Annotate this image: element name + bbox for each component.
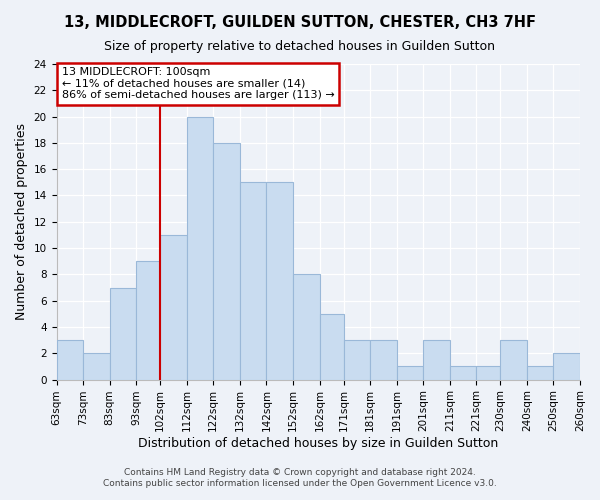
Bar — [214, 143, 240, 380]
Text: Contains HM Land Registry data © Crown copyright and database right 2024.
Contai: Contains HM Land Registry data © Crown c… — [103, 468, 497, 487]
Bar — [553, 354, 580, 380]
Bar — [450, 366, 476, 380]
Text: 13 MIDDLECROFT: 100sqm
← 11% of detached houses are smaller (14)
86% of semi-det: 13 MIDDLECROFT: 100sqm ← 11% of detached… — [62, 67, 335, 100]
Bar — [397, 366, 423, 380]
Bar — [500, 340, 527, 380]
Bar — [423, 340, 450, 380]
Bar — [476, 366, 500, 380]
Bar — [83, 354, 110, 380]
Bar — [136, 261, 160, 380]
Y-axis label: Number of detached properties: Number of detached properties — [15, 124, 28, 320]
Bar — [320, 314, 344, 380]
Bar — [344, 340, 370, 380]
Bar — [240, 182, 266, 380]
Bar — [370, 340, 397, 380]
Bar — [110, 288, 136, 380]
Bar — [187, 116, 214, 380]
X-axis label: Distribution of detached houses by size in Guilden Sutton: Distribution of detached houses by size … — [138, 437, 499, 450]
Bar — [527, 366, 553, 380]
Bar — [293, 274, 320, 380]
Text: Size of property relative to detached houses in Guilden Sutton: Size of property relative to detached ho… — [104, 40, 496, 53]
Bar — [56, 340, 83, 380]
Bar — [160, 235, 187, 380]
Text: 13, MIDDLECROFT, GUILDEN SUTTON, CHESTER, CH3 7HF: 13, MIDDLECROFT, GUILDEN SUTTON, CHESTER… — [64, 15, 536, 30]
Bar — [266, 182, 293, 380]
